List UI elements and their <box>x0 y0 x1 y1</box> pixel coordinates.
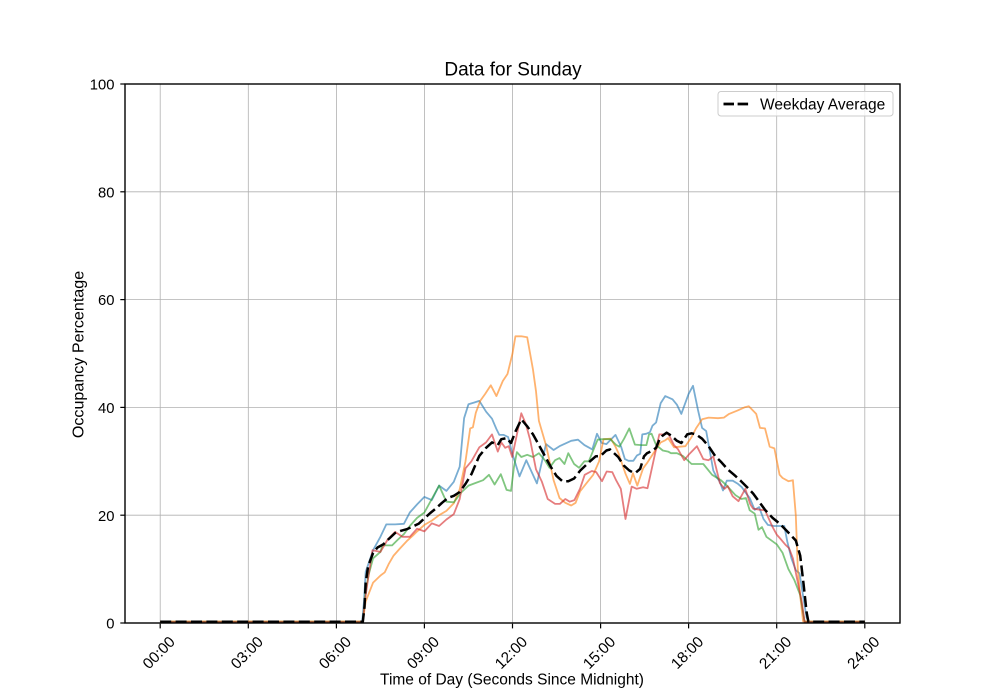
svg-text:40: 40 <box>98 401 114 417</box>
svg-text:Time of Day (Seconds Since Mid: Time of Day (Seconds Since Midnight) <box>380 672 644 689</box>
svg-text:80: 80 <box>98 185 114 201</box>
svg-text:Weekday Average: Weekday Average <box>760 97 885 114</box>
svg-text:Data for Sunday: Data for Sunday <box>444 60 582 81</box>
svg-text:100: 100 <box>90 78 115 94</box>
svg-text:0: 0 <box>106 617 114 633</box>
svg-text:60: 60 <box>98 293 114 309</box>
svg-text:20: 20 <box>98 509 114 525</box>
svg-text:Occupancy Percentage: Occupancy Percentage <box>70 271 88 438</box>
